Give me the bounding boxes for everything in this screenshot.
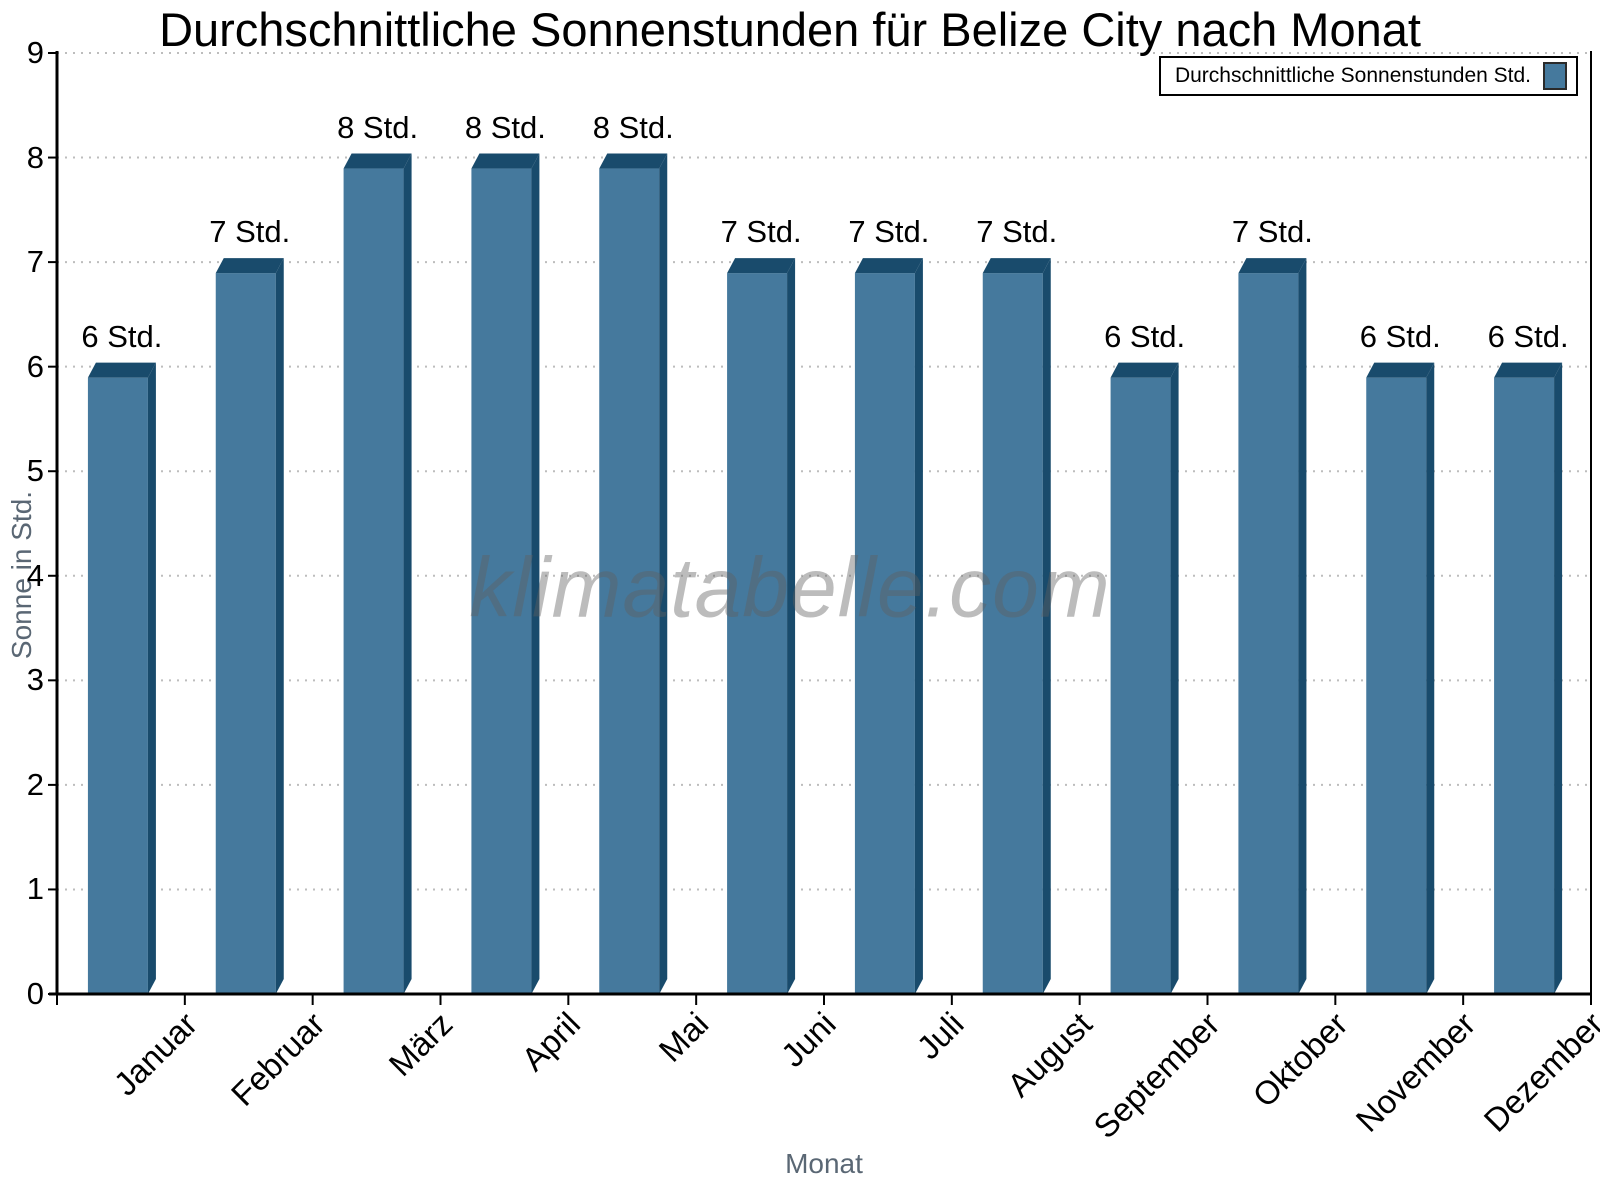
bar-juli [854, 258, 923, 995]
legend-swatch [1543, 62, 1567, 90]
bar-value-label-november: 6 Std. [1359, 318, 1441, 354]
y-tick-label-1: 1 [26, 871, 44, 907]
y-tick-label-0: 0 [26, 976, 44, 1011]
bar-value-label-juli: 7 Std. [848, 214, 930, 250]
bar-september [1110, 362, 1179, 995]
bar-april [471, 153, 540, 995]
y-tick-label-7: 7 [26, 244, 44, 280]
bar-mai [599, 153, 668, 995]
y-tick-label-8: 8 [26, 139, 44, 175]
y-tick-label-6: 6 [26, 348, 44, 384]
bar-value-label-august: 7 Std. [976, 214, 1058, 250]
legend-box: Durchschnittliche Sonnenstunden Std. [1158, 56, 1578, 96]
bar-oktober [1238, 258, 1307, 995]
bar-juni [727, 258, 796, 995]
y-tick-label-4: 4 [26, 557, 44, 593]
y-tick-label-5: 5 [26, 453, 44, 489]
bar-value-label-september: 6 Std. [1104, 318, 1186, 354]
bar-value-label-januar: 6 Std. [81, 318, 163, 354]
chart-title: Durchschnittliche Sonnenstunden für Beli… [159, 3, 1421, 56]
x-axis-title: Monat [785, 1148, 863, 1179]
y-tick-label-9: 9 [26, 35, 44, 70]
bar-januar [87, 362, 156, 995]
y-tick-label-2: 2 [26, 766, 44, 802]
bar-value-label-februar: 7 Std. [209, 214, 291, 250]
bar-value-label-mai: 8 Std. [592, 109, 674, 145]
bar-februar [215, 258, 284, 995]
bar-value-label-märz: 8 Std. [337, 109, 419, 145]
legend-label: Durchschnittliche Sonnenstunden Std. [1174, 64, 1531, 87]
bar-value-label-dezember: 6 Std. [1487, 318, 1569, 354]
bar-value-label-juni: 7 Std. [720, 214, 802, 250]
bar-value-label-oktober: 7 Std. [1231, 214, 1313, 250]
bar-märz [343, 153, 412, 995]
bar-november [1366, 362, 1435, 995]
y-tick-label-3: 3 [26, 662, 44, 698]
bar-value-label-april: 8 Std. [464, 109, 546, 145]
bar-august [982, 258, 1051, 995]
bar-dezember [1494, 362, 1563, 995]
